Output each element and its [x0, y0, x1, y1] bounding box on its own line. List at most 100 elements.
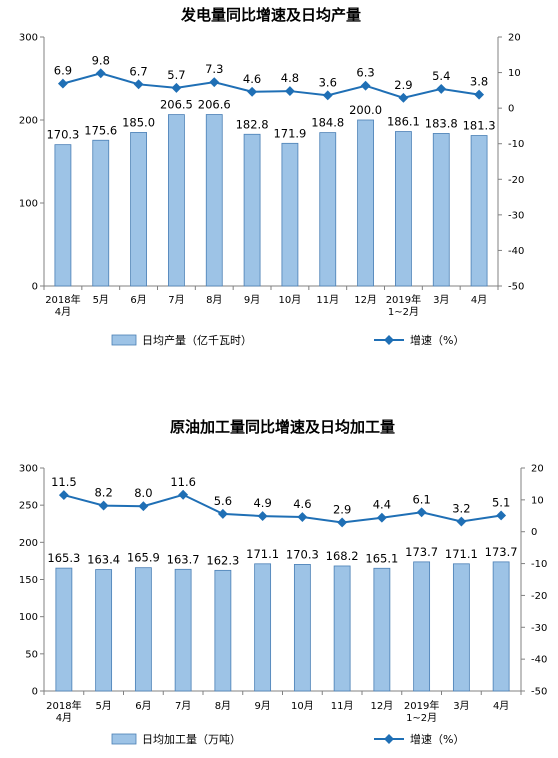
bar-data-label: 200.0: [349, 103, 382, 117]
bar: [492, 561, 510, 692]
bar: [254, 563, 272, 692]
category-label: 6月: [130, 294, 146, 306]
category-label: 7月: [175, 700, 191, 712]
right-axis-tick-label: -40: [508, 246, 524, 257]
line-data-label: 3.2: [452, 502, 470, 516]
bar: [54, 144, 72, 287]
legend-bar-label: 日均产量（亿千瓦时）: [142, 333, 252, 347]
right-axis-tick-label: 20: [508, 33, 521, 44]
line-data-label: 4.8: [281, 71, 299, 85]
line-marker: [297, 512, 308, 523]
bar: [395, 131, 412, 287]
bar: [413, 561, 431, 692]
category-label: 4月: [55, 306, 71, 318]
bar: [319, 132, 337, 287]
bar-data-label: 206.5: [160, 98, 193, 112]
line-marker: [436, 83, 447, 94]
legend-bar-swatch: [111, 334, 137, 346]
bar: [293, 564, 311, 692]
right-axis-tick-label: -10: [508, 139, 524, 150]
line-marker: [398, 92, 409, 103]
bar: [281, 142, 299, 287]
line-data-label: 7.3: [205, 62, 223, 76]
line-marker: [171, 82, 182, 93]
category-label: 8月: [215, 700, 231, 712]
bar: [168, 114, 185, 287]
line-marker: [496, 510, 507, 521]
line-marker: [376, 512, 387, 523]
legend-line-label: 增速（%）: [410, 333, 464, 347]
category-label: 12月: [354, 294, 377, 306]
category-label: 10月: [291, 700, 314, 712]
legend-line-label: 增速（%）: [410, 732, 464, 746]
line-marker: [322, 90, 333, 101]
line-data-label: 11.6: [170, 475, 196, 489]
line-data-label: 5.1: [492, 495, 510, 509]
bar-data-label: 183.8: [425, 116, 458, 130]
bar: [92, 139, 110, 287]
line-data-label: 11.5: [51, 475, 77, 489]
bar-data-label: 165.1: [365, 551, 398, 565]
line-data-label: 2.9: [333, 502, 351, 516]
category-label: 4月: [471, 294, 487, 306]
line-data-label: 4.6: [243, 72, 261, 86]
left-axis-tick-label: 200: [19, 116, 38, 127]
legend-bar-label: 日均加工量（万吨）: [142, 733, 241, 746]
bar: [55, 567, 73, 692]
category-label: 8月: [206, 294, 222, 306]
line-marker: [58, 490, 69, 501]
category-label: 12月: [371, 700, 394, 712]
bar: [174, 568, 192, 692]
bar-data-label: 168.2: [326, 549, 359, 563]
line-marker: [178, 489, 189, 500]
line-data-label: 5.4: [432, 69, 450, 83]
line-data-label: 4.4: [373, 498, 391, 512]
line-marker: [217, 508, 228, 519]
bar-data-label: 162.3: [206, 553, 239, 567]
line-data-label: 5.7: [167, 68, 185, 82]
legend-line-marker: [384, 335, 394, 345]
line-marker: [474, 89, 485, 100]
line-data-label: 6.9: [54, 64, 72, 78]
left-axis-tick-label: 100: [19, 199, 38, 210]
bar: [432, 133, 450, 287]
line-data-label: 8.2: [94, 486, 112, 500]
legend-line-marker: [384, 734, 394, 744]
bar-data-label: 165.9: [127, 551, 160, 565]
line-data-label: 5.6: [214, 494, 232, 508]
line-data-label: 6.1: [412, 492, 430, 506]
line-marker: [360, 80, 371, 91]
line-marker: [247, 86, 258, 97]
bar-data-label: 171.9: [273, 126, 306, 140]
series-line-growth-rate: [63, 493, 502, 524]
category-label: 10月: [279, 294, 302, 306]
category-label: 1~2月: [406, 712, 437, 724]
line-marker: [257, 511, 268, 522]
bar: [333, 565, 351, 692]
category-label: 6月: [135, 700, 151, 712]
category-label: 4月: [56, 712, 72, 724]
bar-data-label: 186.1: [387, 115, 420, 129]
line-data-label: 3.6: [319, 75, 337, 89]
bar: [205, 114, 223, 287]
bar-data-label: 181.3: [463, 119, 496, 133]
left-axis-tick-label: 300: [19, 464, 38, 475]
right-axis-tick-label: -50: [531, 687, 547, 698]
bar: [130, 132, 147, 287]
right-axis-tick-label: -20: [531, 591, 547, 602]
line-data-label: 3.8: [470, 75, 488, 89]
line-marker: [98, 500, 109, 511]
line-marker: [133, 79, 144, 90]
category-label: 1~2月: [388, 306, 419, 318]
bar-data-label: 170.3: [46, 128, 79, 142]
right-axis-tick-label: 0: [508, 104, 514, 115]
category-label: 9月: [254, 700, 270, 712]
right-axis-tick-label: 0: [531, 527, 537, 538]
left-axis-tick-label: 0: [32, 282, 38, 293]
category-label: 2018年: [45, 293, 80, 306]
bar: [214, 569, 232, 692]
bar-data-label: 206.6: [198, 98, 231, 112]
line-data-label: 6.7: [129, 64, 147, 78]
right-axis-tick-label: -40: [531, 655, 547, 666]
